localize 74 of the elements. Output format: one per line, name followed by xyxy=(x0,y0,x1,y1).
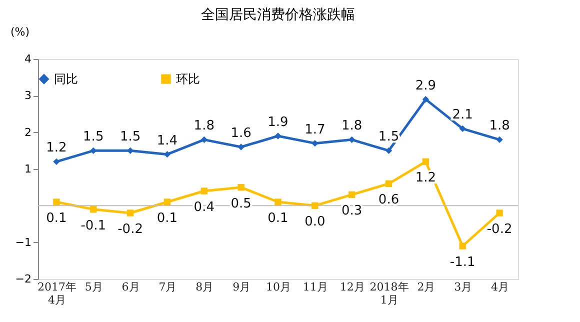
point xyxy=(200,188,208,194)
point xyxy=(312,202,318,210)
point xyxy=(90,147,97,154)
y-tick-label: 1 xyxy=(24,162,32,176)
data-label: 0.5 xyxy=(230,196,252,212)
point xyxy=(385,180,392,188)
data-label: 1.6 xyxy=(230,126,252,141)
point xyxy=(126,210,134,216)
data-label: 2.1 xyxy=(452,108,473,123)
y-tick-label: 4 xyxy=(24,52,32,66)
point xyxy=(200,136,208,144)
point xyxy=(126,147,134,154)
data-label: 2.9 xyxy=(415,78,436,94)
x-tick-label: 6月 xyxy=(122,280,140,294)
y-tick-label: −2 xyxy=(15,272,32,286)
legend-label: 环比 xyxy=(176,72,200,86)
data-label: 1.4 xyxy=(156,133,178,148)
data-label: 1.5 xyxy=(378,130,400,145)
point xyxy=(53,158,60,166)
data-label: -0.2 xyxy=(486,222,512,237)
data-label: 1.8 xyxy=(489,118,510,134)
x-tick-label: 2018年 1月 xyxy=(370,280,409,306)
y-tick-label: −1 xyxy=(15,236,32,249)
data-label: 1.7 xyxy=(304,122,326,138)
x-tick-label: 9月 xyxy=(232,280,251,294)
x-tick-label: 2月 xyxy=(417,280,436,294)
point xyxy=(312,140,318,147)
point xyxy=(238,144,244,150)
x-tick-label: 3月 xyxy=(454,280,472,294)
point xyxy=(459,242,466,250)
chart-title: 全国居民消费价格涨跌幅 xyxy=(201,7,355,23)
x-tick-label: 7月 xyxy=(158,280,177,294)
x-tick-label: 12月 xyxy=(340,280,365,294)
x-tick-label: 4月 xyxy=(491,280,510,294)
data-label: 0.0 xyxy=(304,214,326,230)
x-tick-label: 8月 xyxy=(196,280,214,294)
point xyxy=(53,198,60,206)
data-label: 0.3 xyxy=(342,204,362,219)
point xyxy=(90,206,97,213)
point xyxy=(238,184,244,191)
data-label: 1.9 xyxy=(268,115,288,130)
point xyxy=(422,158,430,166)
data-label: 1.8 xyxy=(194,118,214,134)
x-tick-label: 2017年 4月 xyxy=(37,280,76,306)
point xyxy=(422,96,430,103)
data-label: -1.1 xyxy=(450,255,476,270)
x-tick-label: 11月 xyxy=(302,280,328,294)
x-tick-label: 5月 xyxy=(84,280,103,294)
data-label: -0.2 xyxy=(118,222,143,237)
data-label: -0.1 xyxy=(80,218,106,234)
point xyxy=(164,198,171,206)
point xyxy=(164,150,171,158)
point xyxy=(459,125,466,132)
point xyxy=(496,136,503,144)
point xyxy=(496,210,503,216)
data-label: 1.2 xyxy=(46,140,67,156)
legend-label: 同比 xyxy=(54,72,78,86)
point xyxy=(274,198,282,206)
x-tick-label: 10月 xyxy=(266,280,291,294)
data-label: 0.1 xyxy=(268,211,288,226)
data-label: 0.4 xyxy=(194,200,214,215)
data-label: 1.5 xyxy=(83,130,104,145)
point xyxy=(348,191,356,198)
data-label: 1.5 xyxy=(120,130,141,145)
data-label: 0.1 xyxy=(156,211,178,226)
data-label: 1.8 xyxy=(342,118,362,134)
data-label: 0.1 xyxy=(46,211,67,226)
y-tick-label: 2 xyxy=(24,126,32,139)
point xyxy=(348,136,356,144)
data-label: 0.6 xyxy=(378,192,400,208)
point xyxy=(274,132,282,140)
y-tick-label: 3 xyxy=(24,89,32,102)
y-axis-title: (%) xyxy=(10,26,30,38)
point xyxy=(385,147,392,154)
